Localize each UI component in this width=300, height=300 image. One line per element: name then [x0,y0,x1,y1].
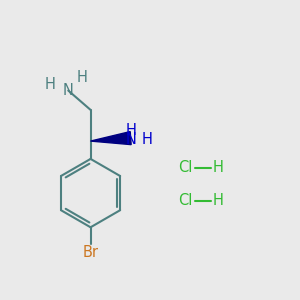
Text: N: N [125,132,136,147]
Text: Br: Br [82,245,99,260]
Text: H: H [213,193,224,208]
Text: H: H [76,70,87,85]
Text: Cl: Cl [178,160,193,175]
Text: H: H [142,132,152,147]
Text: H: H [125,123,136,138]
Text: H: H [45,77,56,92]
Text: H: H [213,160,224,175]
Polygon shape [91,132,131,145]
Text: Cl: Cl [178,193,193,208]
Text: N: N [63,83,74,98]
